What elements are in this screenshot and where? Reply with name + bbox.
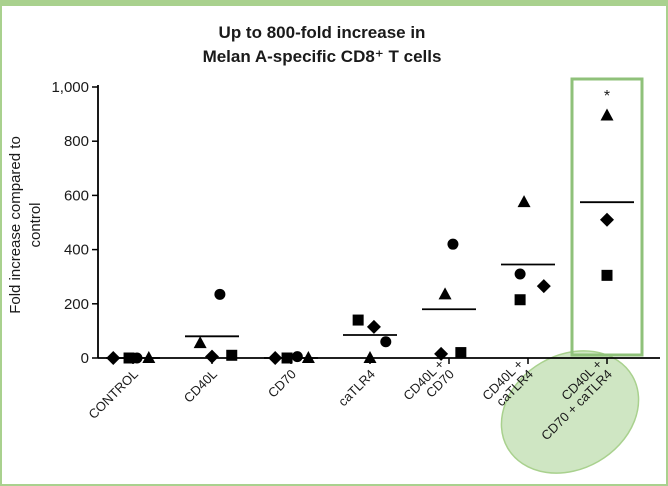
category-label-line: CD40L — [181, 366, 220, 405]
data-point-circle — [380, 336, 392, 348]
category-label-line: CONTROL — [85, 366, 141, 422]
mean-lines — [106, 201, 634, 359]
data-point-triangle — [142, 351, 156, 363]
category-label-line: caTLR4 — [335, 366, 378, 409]
data-point-circle — [514, 268, 526, 280]
y-tick-label: 400 — [64, 242, 89, 259]
data-point-diamond — [106, 351, 121, 365]
data-point-diamond — [205, 349, 219, 364]
data-point-diamond — [536, 279, 551, 294]
y-tick-label: 800 — [64, 133, 89, 150]
data-point-triangle — [193, 336, 207, 349]
data-point-square — [455, 347, 467, 359]
data-point-square — [123, 352, 135, 364]
data-point-square — [601, 269, 613, 281]
data-point-square — [226, 349, 238, 361]
category-label: caTLR4 — [335, 366, 378, 409]
y-tick-label: 600 — [64, 187, 89, 204]
data-point-triangle — [600, 108, 614, 121]
data-points — [106, 108, 614, 365]
data-point-diamond — [366, 319, 381, 334]
chart-title-line: Up to 800-fold increase in — [219, 23, 426, 42]
category-label: CD70 — [265, 366, 299, 400]
data-point-diamond — [434, 346, 449, 361]
highlight-group: * — [500, 77, 644, 474]
y-axis-title-line: Fold increase compared to — [7, 136, 24, 314]
data-point-triangle — [517, 195, 531, 208]
data-point-diamond — [600, 212, 614, 227]
data-point-circle — [447, 238, 459, 250]
highlight-box — [570, 77, 644, 357]
y-axis-title: Fold increase compared to control — [7, 136, 44, 314]
data-point-square — [514, 294, 526, 306]
chart-title-line: Melan A-specific CD8⁺ T cells — [203, 47, 442, 66]
data-point-diamond — [268, 351, 283, 365]
y-axis-title-line: control — [27, 202, 44, 247]
data-point-circle — [131, 352, 143, 364]
data-point-triangle — [363, 351, 377, 363]
data-point-triangle — [301, 351, 315, 363]
data-point-triangle — [438, 287, 452, 300]
highlight-ellipse — [500, 350, 640, 474]
data-point-square — [281, 352, 293, 364]
y-tick-label: 0 — [81, 350, 89, 367]
category-label: CD40L — [181, 366, 220, 405]
significance-annotation: * — [604, 88, 610, 105]
category-label: CD40L +CD70 — [400, 356, 457, 403]
y-tick-label: 200 — [64, 296, 89, 313]
data-point-square — [352, 314, 364, 326]
data-point-circle — [214, 288, 226, 300]
category-label-line: CD70 — [265, 366, 299, 400]
chart-title: Up to 800-fold increase in Melan A-specif… — [203, 23, 442, 66]
category-label: CONTROL — [85, 366, 141, 422]
data-point-circle — [291, 351, 303, 363]
y-tick-label: 1,000 — [51, 79, 89, 96]
